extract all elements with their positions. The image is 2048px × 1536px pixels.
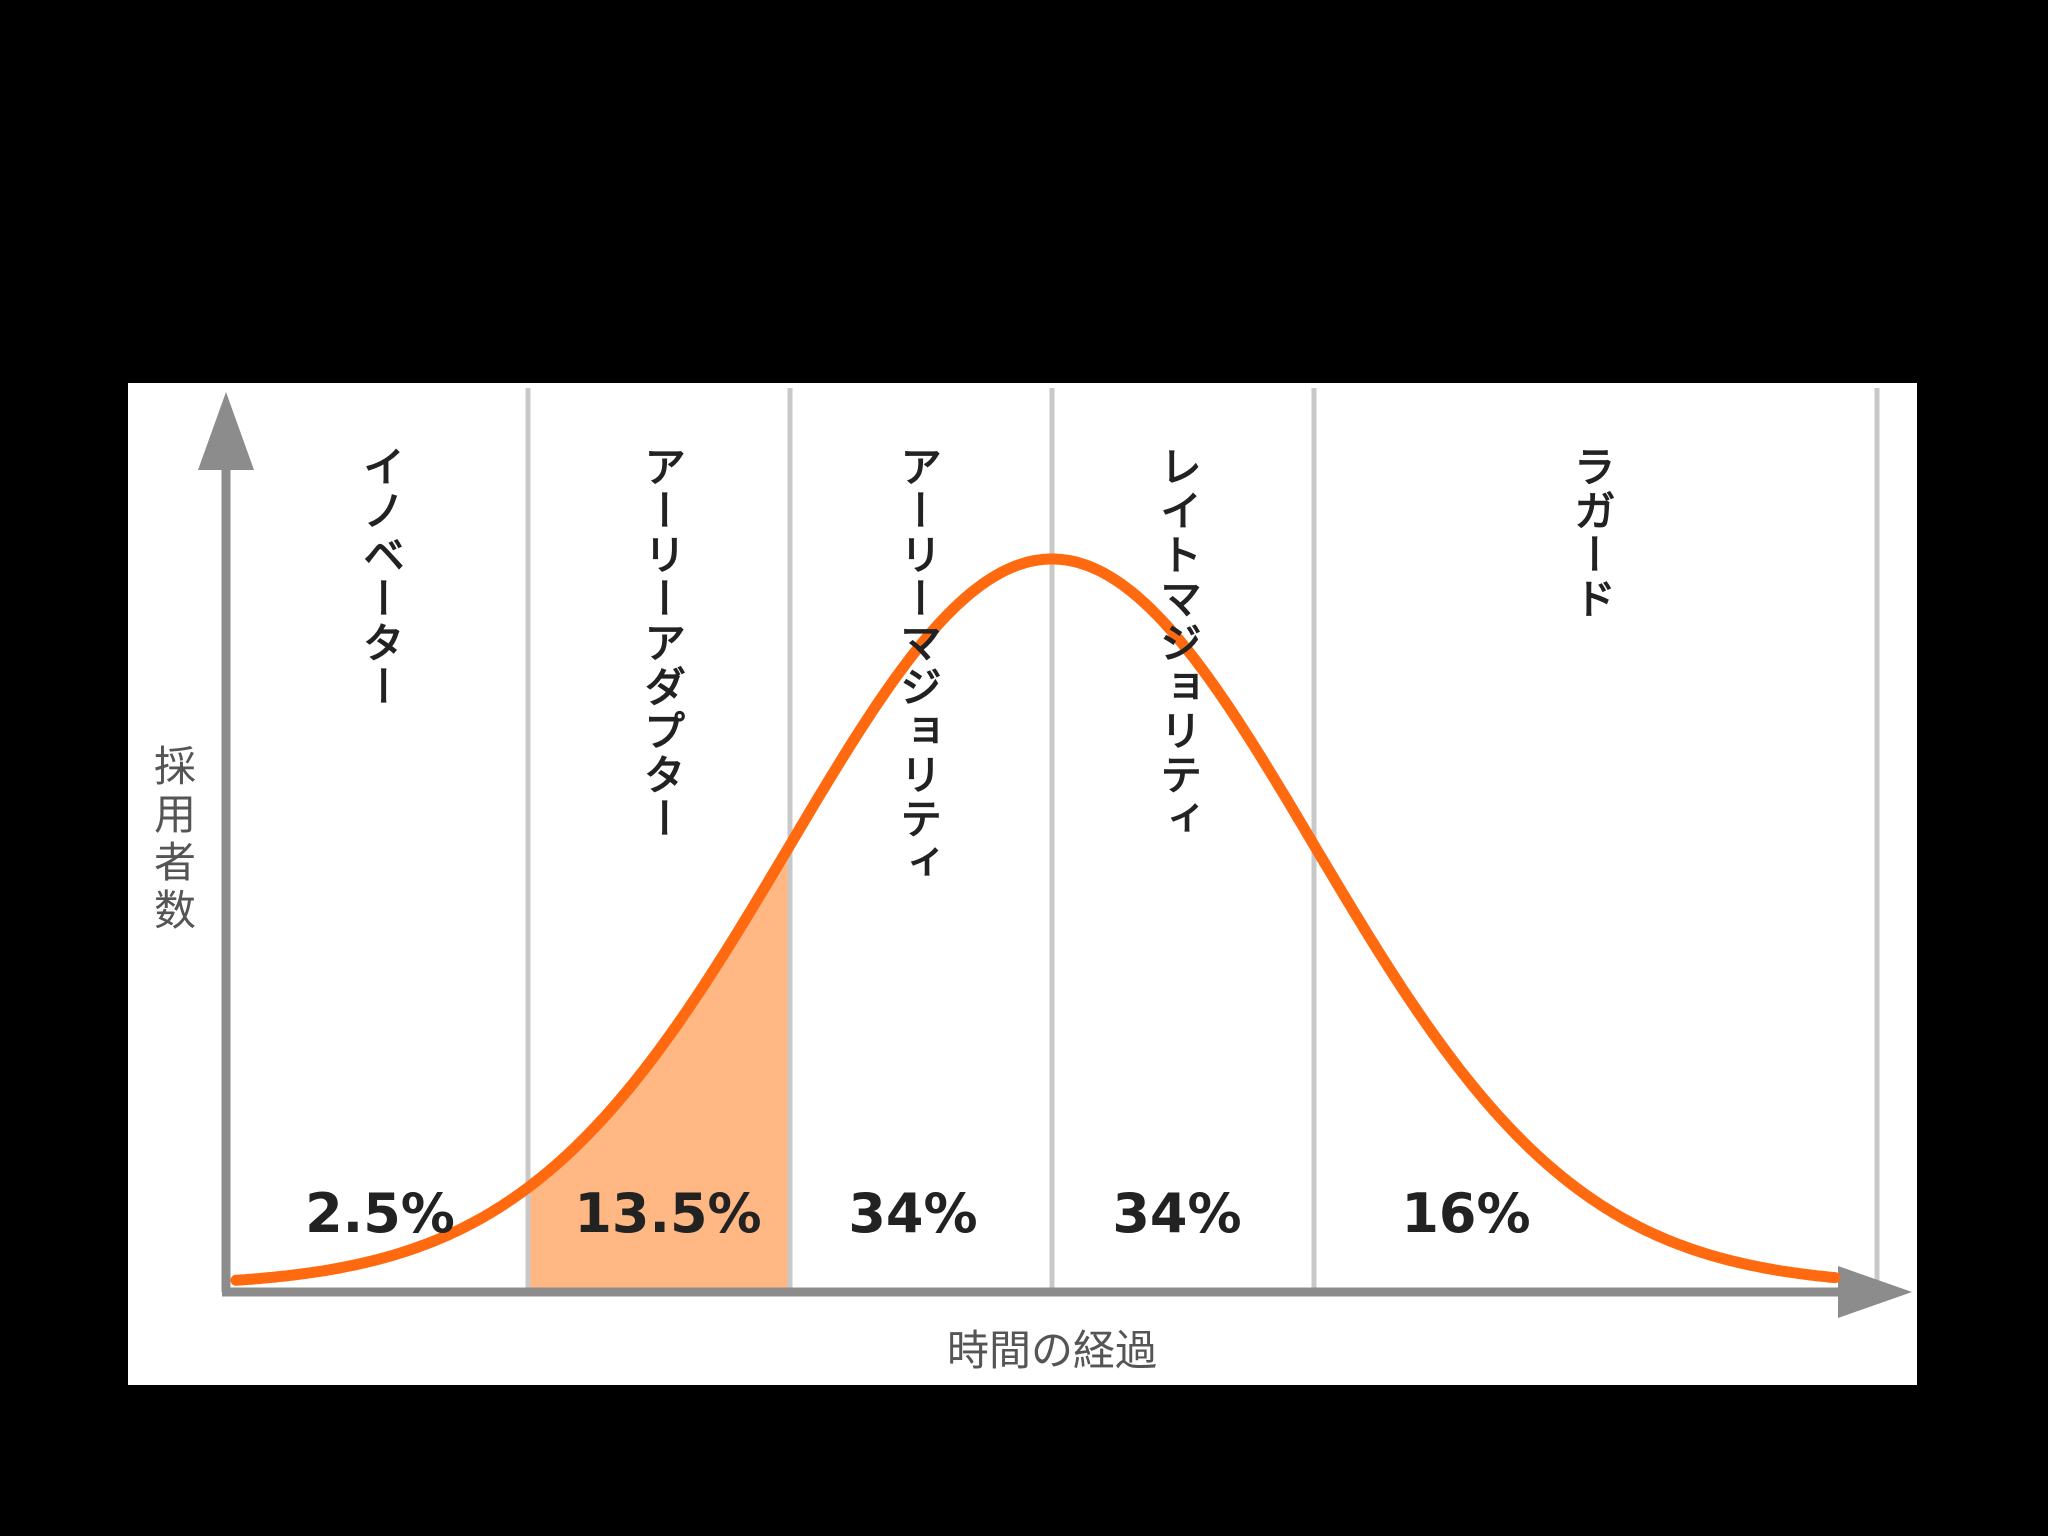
segment-label: イノベーター [357, 445, 406, 709]
segment-label: レイトマジョリティ [1154, 445, 1203, 841]
x-axis-label: 時間の経過 [947, 1326, 1157, 1375]
segment-percent-label: 34% [848, 1182, 977, 1245]
x-axis-arrow [1838, 1266, 1912, 1318]
y-axis-label: 採用者数 [148, 744, 197, 936]
y-axis-arrow [198, 392, 254, 470]
segment-percent-label: 16% [1401, 1182, 1530, 1245]
segment-percent-label: 13.5% [574, 1182, 761, 1245]
segment-label: ラガード [1568, 445, 1617, 621]
segment-percent-label: 34% [1112, 1182, 1241, 1245]
segment-label: アーリーアダプター [638, 445, 687, 841]
segment-label: アーリーマジョリティ [894, 445, 943, 885]
segment-percent-label: 2.5% [305, 1182, 455, 1245]
adoption-curve [230, 553, 1841, 1286]
